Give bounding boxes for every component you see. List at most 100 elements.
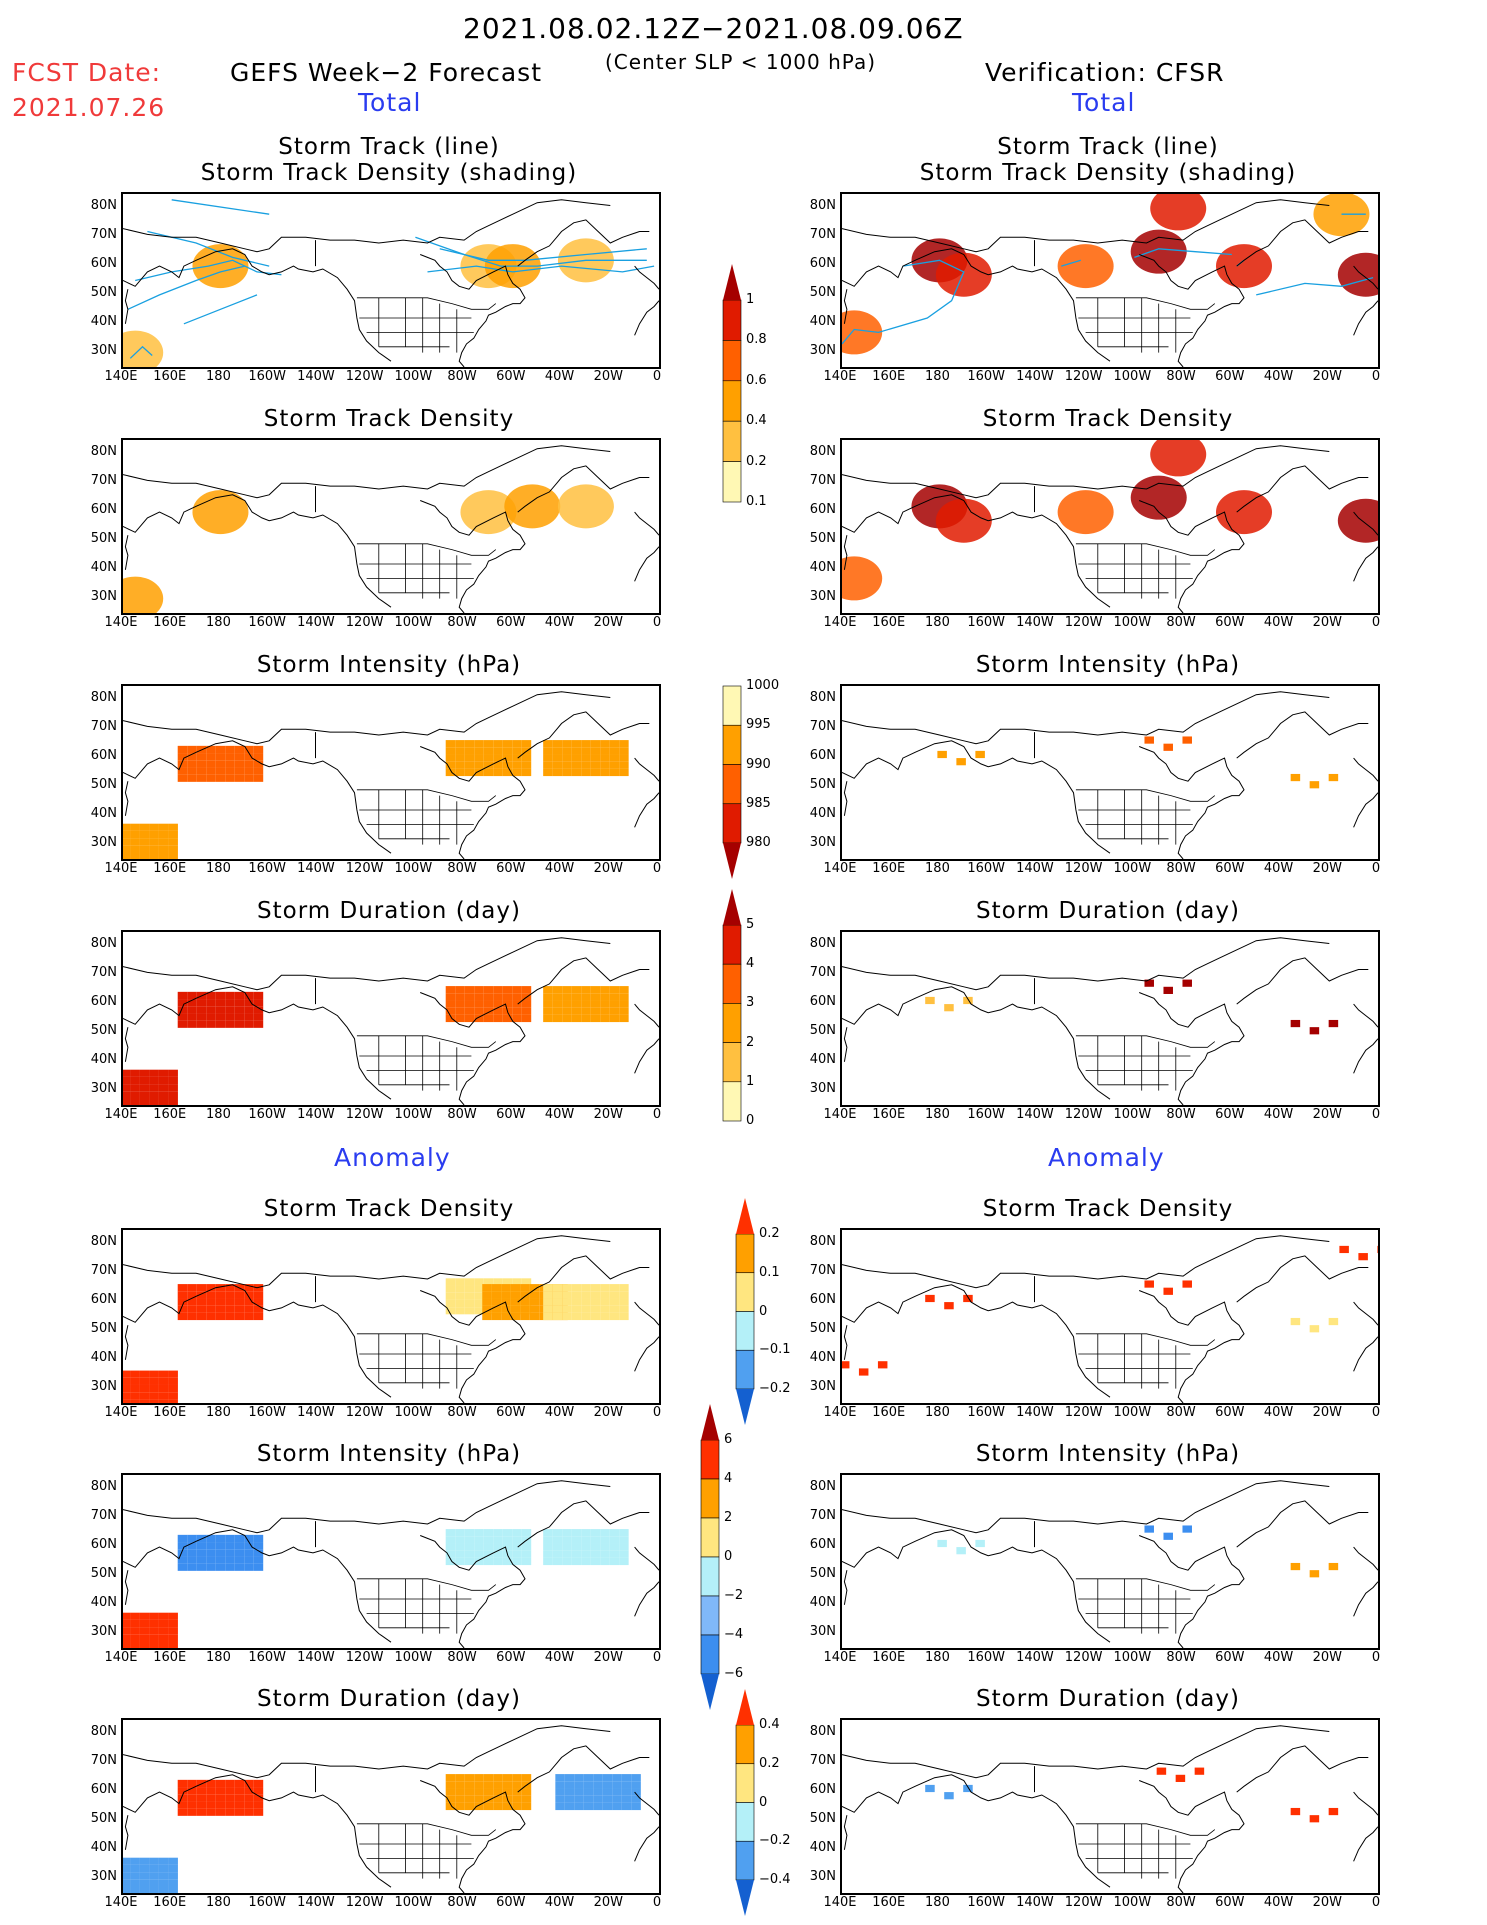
lon-tick-label: 180 bbox=[206, 1895, 231, 1910]
lat-tick-label: 30N bbox=[809, 1623, 836, 1639]
state-boundary bbox=[356, 1035, 497, 1048]
lat-tick-label: 70N bbox=[809, 1263, 836, 1279]
lat-tick-label: 60N bbox=[90, 1782, 117, 1798]
colorbar-tick-label: 985 bbox=[746, 795, 771, 811]
grid-cell-cluster bbox=[123, 823, 178, 859]
coastline bbox=[1236, 219, 1369, 267]
grid-cell-cluster bbox=[123, 1370, 178, 1403]
lon-tick-label: 120W bbox=[345, 1895, 384, 1910]
lon-tick-label: 120W bbox=[345, 1107, 384, 1122]
verification-map-verif-total-intensity bbox=[840, 684, 1380, 861]
coastline bbox=[123, 937, 611, 991]
panel-title: Storm Intensity (hPa) bbox=[256, 1441, 522, 1467]
coastline bbox=[842, 1725, 1330, 1779]
state-boundary bbox=[1075, 1578, 1216, 1591]
grid-cell-cluster bbox=[1290, 1317, 1339, 1333]
colorbar-segment bbox=[722, 1003, 742, 1043]
coastline bbox=[517, 711, 650, 759]
lon-tick-label: 0 bbox=[652, 615, 662, 630]
coastline bbox=[842, 691, 1330, 745]
lon-tick-label: 80W bbox=[447, 1107, 477, 1122]
storm-track-line bbox=[135, 259, 282, 282]
coastline bbox=[1139, 500, 1245, 613]
lon-tick-label: 80W bbox=[1166, 1107, 1196, 1122]
lon-tick-label: 100W bbox=[1113, 861, 1152, 876]
coastline bbox=[1353, 546, 1378, 582]
lat-tick-label: 80N bbox=[809, 198, 836, 214]
lon-tick-label: 0 bbox=[652, 1107, 662, 1122]
coastline bbox=[123, 1284, 392, 1398]
coastline bbox=[1139, 254, 1245, 367]
colorbar-segment bbox=[722, 924, 742, 965]
colorbar-top-arrow bbox=[701, 1404, 719, 1440]
colorbar-segment bbox=[735, 1724, 755, 1765]
lon-tick-label: 180 bbox=[925, 1107, 950, 1122]
lat-tick-label: 40N bbox=[90, 313, 117, 329]
lat-tick-label: 80N bbox=[90, 1479, 117, 1495]
coastline bbox=[842, 199, 1330, 253]
lat-tick-label: 40N bbox=[809, 1839, 836, 1855]
verification-map-verif-total-duration bbox=[840, 930, 1380, 1107]
density-blob bbox=[842, 556, 883, 601]
lon-tick-label: 120W bbox=[345, 1650, 384, 1665]
coastline bbox=[517, 465, 650, 513]
lon-tick-label: 180 bbox=[925, 1405, 950, 1420]
lat-tick-label: 60N bbox=[809, 1782, 836, 1798]
coastline bbox=[634, 1826, 659, 1862]
coastline bbox=[842, 1284, 1111, 1398]
lon-tick-label: 160W bbox=[248, 1895, 286, 1910]
coastline bbox=[123, 1774, 392, 1888]
colorbar-segment bbox=[735, 1840, 755, 1881]
state-boundary bbox=[1075, 1035, 1216, 1048]
coastline bbox=[634, 300, 659, 336]
state-boundary bbox=[356, 1333, 497, 1346]
lat-tick-label: 40N bbox=[809, 1594, 836, 1610]
lon-tick-label: 180 bbox=[925, 1895, 950, 1910]
lat-tick-label: 30N bbox=[809, 1080, 836, 1096]
colorbar-segment bbox=[722, 420, 742, 462]
lon-tick-label: 140W bbox=[1016, 615, 1054, 630]
coastline bbox=[1353, 511, 1378, 536]
coastline bbox=[124, 781, 129, 816]
lon-tick-label: 60W bbox=[1215, 1107, 1245, 1122]
lon-tick-label: 140E bbox=[823, 1405, 857, 1420]
density-blob bbox=[1337, 498, 1378, 543]
lon-tick-label: 40W bbox=[544, 615, 575, 630]
lat-tick-label: 60N bbox=[90, 502, 117, 518]
lon-tick-label: 160W bbox=[248, 369, 286, 384]
lon-tick-label: 100W bbox=[394, 1405, 433, 1420]
colorbar-tick-label: 0 bbox=[724, 1549, 733, 1564]
lon-tick-label: 140W bbox=[297, 1107, 335, 1122]
colorbar-tick-label: −6 bbox=[724, 1666, 744, 1681]
coastline bbox=[634, 1301, 659, 1326]
lon-tick-label: 40W bbox=[544, 1107, 575, 1122]
colorbar-tick-label: 995 bbox=[746, 717, 771, 733]
coastline bbox=[634, 546, 659, 582]
coastline bbox=[420, 1290, 526, 1403]
coastline bbox=[842, 494, 1111, 608]
colorbar-tick-label: −2 bbox=[724, 1588, 744, 1603]
lon-tick-label: 120W bbox=[345, 1405, 384, 1420]
coastline bbox=[1139, 1780, 1245, 1893]
coastline bbox=[1353, 1546, 1378, 1571]
grid-cell-cluster bbox=[1290, 1807, 1339, 1823]
forecast-map-forecast-total-density bbox=[121, 438, 661, 615]
coastline bbox=[634, 265, 659, 290]
lon-tick-label: 100W bbox=[1113, 1650, 1152, 1665]
grid-cell-cluster bbox=[555, 1774, 641, 1811]
coastline bbox=[517, 1255, 650, 1303]
lat-tick-label: 80N bbox=[90, 1724, 117, 1740]
colorbar-segment bbox=[735, 1233, 755, 1274]
grid-cell-cluster bbox=[937, 1539, 985, 1555]
colorbar-tick-label: −0.2 bbox=[759, 1833, 791, 1849]
lat-tick-label: 60N bbox=[90, 1292, 117, 1308]
density-blob bbox=[1150, 440, 1207, 477]
colorbar-tick-label: 1 bbox=[746, 292, 755, 307]
lat-tick-label: 30N bbox=[809, 834, 836, 850]
coastline bbox=[843, 781, 848, 816]
map-canvas bbox=[842, 1480, 1378, 1648]
coastline bbox=[123, 740, 392, 854]
density-blob bbox=[123, 330, 164, 367]
lon-tick-label: 80W bbox=[1166, 1650, 1196, 1665]
lon-tick-label: 140W bbox=[1016, 1107, 1054, 1122]
